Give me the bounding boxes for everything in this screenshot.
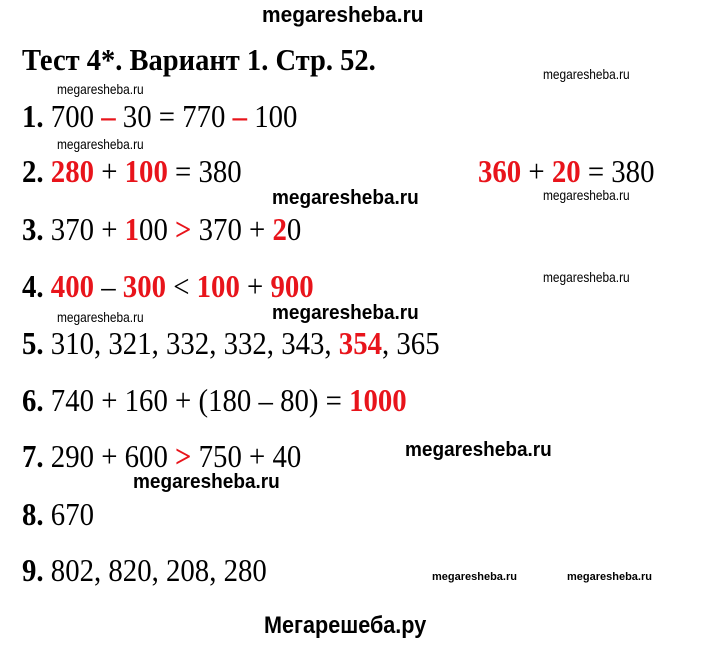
answer-number: 6. (22, 382, 44, 418)
answer-text: 740 + 160 + (180 – 80) = (43, 382, 350, 418)
answer-number: 7. (22, 438, 44, 474)
watermark-bold: megaresheba.ru (272, 302, 419, 324)
answer-highlight: 1 (124, 211, 140, 247)
answer-number: 9. (22, 552, 44, 588)
answer-text: 370 + (191, 211, 273, 247)
answer-highlight: > (175, 438, 192, 474)
header-watermark: megaresheba.ru (262, 2, 424, 27)
watermark: megaresheba.ru (57, 309, 144, 325)
answer-highlight: 900 (270, 268, 314, 304)
answer-text: 370 + (43, 211, 125, 247)
answer-highlight: 2 (272, 211, 287, 247)
answer-text: + (521, 153, 552, 189)
answer-text: , 365 (382, 325, 440, 361)
answer-text: – (94, 268, 123, 304)
answer-line-7: 7. 290 + 600 > 750 + 40 (22, 440, 301, 472)
answer-highlight: 360 (478, 153, 522, 189)
watermark: megaresheba.ru (57, 136, 144, 152)
answer-text: 310, 321, 332, 332, 343, (43, 325, 339, 361)
answer-number: 2. (22, 153, 44, 189)
answer-line-3: 3. 370 + 100 > 370 + 20 (22, 213, 301, 245)
answer-highlight: 400 (50, 268, 94, 304)
answer-text: 0 (286, 211, 302, 247)
watermark: megaresheba.ru (543, 269, 630, 285)
answer-text: + (239, 268, 271, 304)
answer-text: 00 (139, 211, 176, 247)
answer-highlight: 20 (551, 153, 581, 189)
watermark: megaresheba.ru (543, 187, 630, 203)
answer-highlight: 100 (124, 153, 168, 189)
answer-highlight: – (232, 98, 248, 134)
footer-brand: Мегарешеба.ру (264, 612, 427, 639)
answer-number: 5. (22, 325, 44, 361)
answer-number: 8. (22, 496, 44, 532)
watermark-bold: megaresheba.ru (405, 439, 552, 461)
watermark-tiny: megaresheba.ru (432, 571, 517, 583)
answer-highlight: 100 (196, 268, 240, 304)
answer-number: 4. (22, 268, 44, 304)
answer-text: < (166, 268, 197, 304)
answer-text: 30 = 770 (115, 98, 233, 134)
answer-highlight: 300 (122, 268, 166, 304)
answer-number: 1. (22, 98, 44, 134)
answer-highlight: > (175, 211, 192, 247)
answer-highlight: – (101, 98, 116, 134)
answer-text: = 380 (167, 153, 242, 189)
answer-line-6: 6. 740 + 160 + (180 – 80) = 1000 (22, 384, 407, 416)
answer-text: 750 + 40 (191, 438, 302, 474)
answer-highlight: 280 (50, 153, 94, 189)
answer-line-8: 8. 670 (22, 498, 94, 530)
answer-text: 670 (43, 496, 94, 532)
answer-text: = 380 (580, 153, 655, 189)
watermark: megaresheba.ru (57, 81, 144, 97)
answer-number: 3. (22, 211, 44, 247)
answer-line-9: 9. 802, 820, 208, 280 (22, 554, 267, 586)
answer-line-2-alt: 360 + 20 = 380 (478, 155, 654, 187)
watermark-bold: megaresheba.ru (133, 471, 280, 493)
answer-text: 700 (43, 98, 102, 134)
answer-text: + (94, 153, 125, 189)
watermark: megaresheba.ru (543, 66, 630, 82)
watermark-bold: megaresheba.ru (272, 187, 419, 209)
answer-line-5: 5. 310, 321, 332, 332, 343, 354, 365 (22, 327, 440, 359)
answer-text (44, 268, 51, 304)
answer-text: 290 + 600 (43, 438, 176, 474)
answer-line-2: 2. 280 + 100 = 380 (22, 155, 242, 187)
answer-text: 802, 820, 208, 280 (43, 552, 267, 588)
answer-line-1: 1. 700 – 30 = 770 – 100 (22, 100, 297, 132)
answer-line-4: 4. 400 – 300 < 100 + 900 (22, 270, 314, 302)
answer-highlight: 354 (338, 325, 382, 361)
answer-text: 100 (247, 98, 298, 134)
answer-text (44, 153, 51, 189)
answer-highlight: 1000 (349, 382, 407, 418)
watermark-tiny: megaresheba.ru (567, 571, 652, 583)
page-title: Тест 4*. Вариант 1. Стр. 52. (22, 42, 376, 77)
